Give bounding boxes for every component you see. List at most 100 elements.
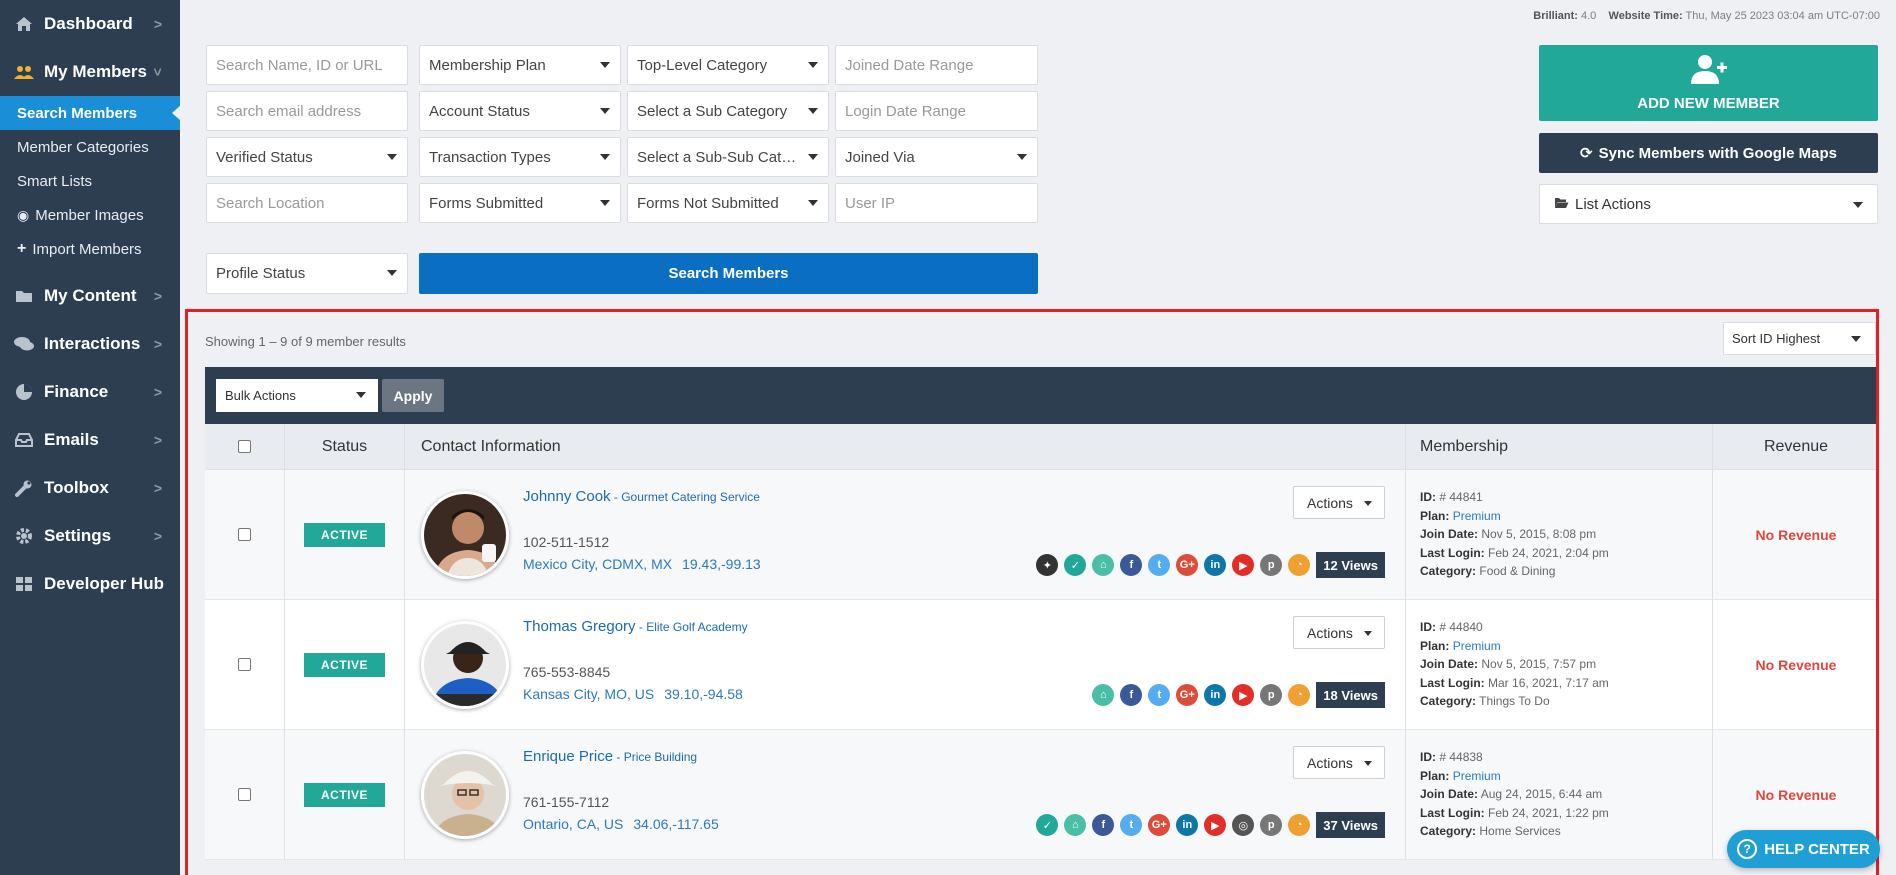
facebook-icon[interactable]: f xyxy=(1120,684,1143,706)
contact-location[interactable]: Mexico City, CDMX, MX 19.43,-99.13 xyxy=(523,556,761,572)
nav-my-members[interactable]: My Members > xyxy=(0,48,180,96)
category-value: Home Services xyxy=(1479,824,1561,838)
nav-label: Dashboard xyxy=(44,14,133,33)
row-check-cell xyxy=(205,730,285,859)
contact-name-link[interactable]: Thomas Gregory - Elite Golf Academy xyxy=(523,618,748,635)
sub-search-members[interactable]: Search Members xyxy=(0,96,181,130)
home-icon[interactable]: ⌂ xyxy=(1064,814,1087,836)
member-name: Thomas Gregory xyxy=(523,618,636,635)
verified-status-select[interactable]: Verified Status xyxy=(206,137,408,177)
folder-icon xyxy=(14,286,34,306)
contact-location[interactable]: Ontario, CA, US 34.06,-117.65 xyxy=(523,816,719,832)
search-location-input[interactable]: Search Location xyxy=(206,183,408,223)
login-date-input[interactable]: Login Date Range xyxy=(835,91,1038,131)
row-actions-button[interactable]: Actions xyxy=(1293,616,1385,649)
row-checkbox[interactable] xyxy=(238,528,251,541)
sub-smart-lists[interactable]: Smart Lists xyxy=(0,164,180,198)
rss-icon[interactable]: ◔ xyxy=(1288,554,1311,576)
plan-link[interactable]: Premium xyxy=(1452,508,1501,523)
gear-icon xyxy=(14,526,34,546)
row-actions-button[interactable]: Actions xyxy=(1293,746,1385,779)
list-actions-select[interactable]: List Actions xyxy=(1539,184,1878,224)
nav-finance[interactable]: Finance > xyxy=(0,368,180,416)
pinterest-icon[interactable]: p xyxy=(1260,554,1283,576)
nav-settings[interactable]: Settings > xyxy=(0,512,180,560)
joined-date-input[interactable]: Joined Date Range xyxy=(835,45,1038,85)
sort-select[interactable]: Sort ID Highest xyxy=(1723,322,1876,355)
sub-import-members[interactable]: + Import Members xyxy=(0,232,180,266)
check-icon[interactable]: ✓ xyxy=(1064,554,1087,576)
avatar[interactable] xyxy=(421,491,509,579)
rss-icon[interactable]: ◔ xyxy=(1288,814,1311,836)
contact-name-link[interactable]: Enrique Price - Price Building xyxy=(523,748,697,765)
nav-my-content[interactable]: My Content > xyxy=(0,272,180,320)
contact-name-link[interactable]: Johnny Cook - Gourmet Catering Service xyxy=(523,488,760,505)
placeholder: Search Name, ID or URL xyxy=(216,56,383,74)
help-center-button[interactable]: ? HELP CENTER xyxy=(1727,830,1880,868)
twitter-icon[interactable]: t xyxy=(1148,684,1171,706)
bulk-actions-select[interactable]: Bulk Actions xyxy=(216,379,378,412)
apply-button[interactable]: Apply xyxy=(382,379,444,412)
home-icon[interactable]: ⌂ xyxy=(1092,684,1115,706)
plan-link[interactable]: Premium xyxy=(1452,768,1501,783)
row-checkbox[interactable] xyxy=(238,788,251,801)
google-plus-icon[interactable]: G+ xyxy=(1176,554,1199,576)
search-name-input[interactable]: Search Name, ID or URL xyxy=(206,45,408,85)
chevron-right-icon: > xyxy=(153,336,162,352)
nav-developer-hub[interactable]: Developer Hub xyxy=(0,560,180,608)
forms-not-submitted-select[interactable]: Forms Not Submitted xyxy=(627,183,829,223)
membership-plan-select[interactable]: Membership Plan xyxy=(419,45,621,85)
rss-icon[interactable]: ◔ xyxy=(1288,684,1311,706)
sub-category-select[interactable]: Select a Sub Category xyxy=(627,91,829,131)
linkedin-icon[interactable]: in xyxy=(1176,814,1199,836)
sub-member-categories[interactable]: Member Categories xyxy=(0,130,180,164)
sync-google-maps-button[interactable]: ⟳ Sync Members with Google Maps xyxy=(1539,133,1878,173)
sub-sub-category-select[interactable]: Select a Sub-Sub Category xyxy=(627,137,829,177)
pin-icon[interactable]: ✦ xyxy=(1036,554,1059,576)
youtube-icon[interactable]: ▶ xyxy=(1232,684,1255,706)
twitter-icon[interactable]: t xyxy=(1120,814,1143,836)
contact-location[interactable]: Kansas City, MO, US 39.10,-94.58 xyxy=(523,686,743,702)
nav-emails[interactable]: Emails > xyxy=(0,416,180,464)
nav-interactions[interactable]: Interactions > xyxy=(0,320,180,368)
google-plus-icon[interactable]: G+ xyxy=(1176,684,1199,706)
plan-link[interactable]: Premium xyxy=(1452,638,1501,653)
caret-down-icon xyxy=(1364,501,1372,506)
join-label: Join Date: xyxy=(1420,527,1479,541)
pinterest-icon[interactable]: p xyxy=(1260,814,1283,836)
row-actions-button[interactable]: Actions xyxy=(1293,486,1385,519)
home-icon[interactable]: ⌂ xyxy=(1092,554,1115,576)
pinterest-icon[interactable]: p xyxy=(1260,684,1283,706)
search-email-input[interactable]: Search email address xyxy=(206,91,408,131)
members-submenu: Search Members Member Categories Smart L… xyxy=(0,96,181,272)
sub-member-images[interactable]: ◉ Member Images xyxy=(0,198,180,232)
search-members-button[interactable]: Search Members xyxy=(419,253,1038,294)
twitter-icon[interactable]: t xyxy=(1148,554,1171,576)
check-icon[interactable]: ✓ xyxy=(1036,814,1059,836)
forms-submitted-select[interactable]: Forms Submitted xyxy=(419,183,621,223)
nav-dashboard[interactable]: Dashboard > xyxy=(0,0,180,48)
youtube-icon[interactable]: ▶ xyxy=(1232,554,1255,576)
instagram-icon[interactable]: ◎ xyxy=(1232,814,1255,836)
add-new-member-button[interactable]: ADD NEW MEMBER xyxy=(1539,45,1878,121)
account-status-select[interactable]: Account Status xyxy=(419,91,621,131)
row-checkbox[interactable] xyxy=(238,658,251,671)
facebook-icon[interactable]: f xyxy=(1092,814,1115,836)
avatar[interactable] xyxy=(421,621,509,709)
linkedin-icon[interactable]: in xyxy=(1204,684,1227,706)
membership-info: ID: # 44841 Plan: Premium Join Date: Nov… xyxy=(1420,470,1712,581)
table-header: Status Contact Information Membership Re… xyxy=(205,424,1876,470)
user-ip-input[interactable]: User IP xyxy=(835,183,1038,223)
membership-cell: ID: # 44838 Plan: Premium Join Date: Aug… xyxy=(1406,730,1713,859)
linkedin-icon[interactable]: in xyxy=(1204,554,1227,576)
avatar[interactable] xyxy=(421,751,509,839)
facebook-icon[interactable]: f xyxy=(1120,554,1143,576)
top-category-select[interactable]: Top-Level Category xyxy=(627,45,829,85)
profile-status-select[interactable]: Profile Status xyxy=(206,253,408,294)
youtube-icon[interactable]: ▶ xyxy=(1204,814,1227,836)
select-all-checkbox[interactable] xyxy=(238,440,251,453)
joined-via-select[interactable]: Joined Via xyxy=(835,137,1038,177)
nav-toolbox[interactable]: Toolbox > xyxy=(0,464,180,512)
google-plus-icon[interactable]: G+ xyxy=(1148,814,1171,836)
transaction-types-select[interactable]: Transaction Types xyxy=(419,137,621,177)
